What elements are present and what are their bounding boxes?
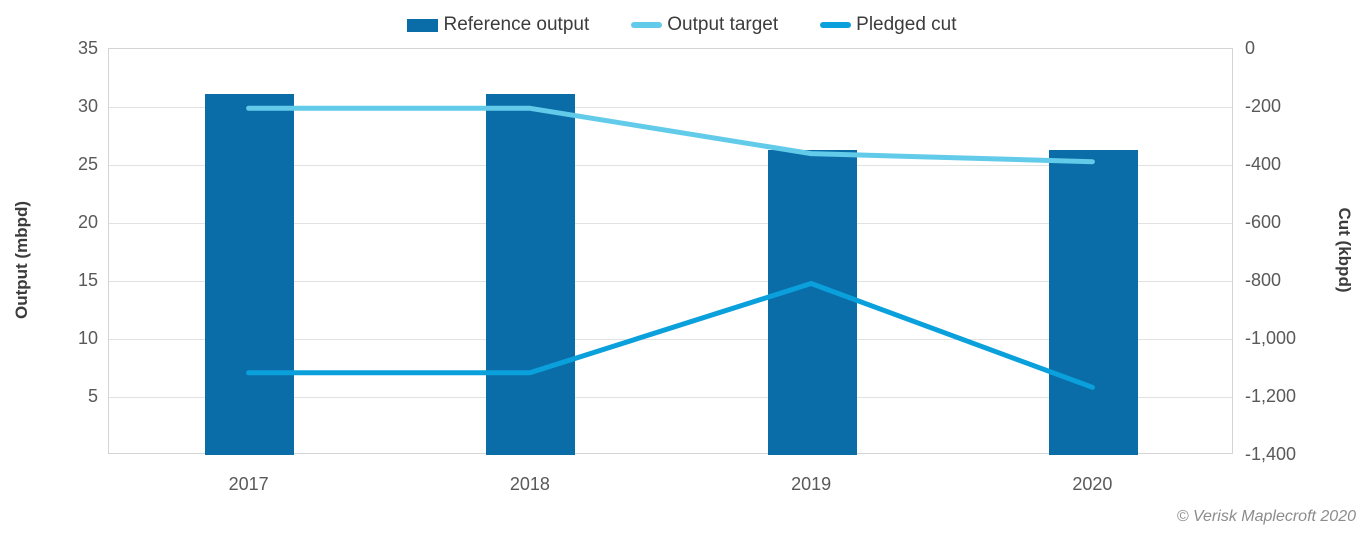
x-axis-label-2018: 2018 xyxy=(509,474,550,494)
bar-2020 xyxy=(1048,149,1138,455)
right-axis-tick-label: -400 xyxy=(1245,154,1282,174)
legend-label: Output target xyxy=(667,14,779,35)
right-axis-tick-label: -600 xyxy=(1245,212,1282,232)
left-axis-title: Output (mbpd) xyxy=(12,200,31,320)
legend-item-pledged-cut[interactable]: Pledged cut xyxy=(820,14,957,36)
pledged-cut-line-swatch-icon xyxy=(820,22,852,28)
left-axis-tick-label: 20 xyxy=(77,212,98,232)
legend-label: Reference output xyxy=(443,14,590,35)
output-target-line-swatch-icon xyxy=(631,22,663,28)
gridline xyxy=(109,165,1232,166)
right-axis-tick-label: -1,400 xyxy=(1245,444,1297,464)
x-axis-label-2017: 2017 xyxy=(228,474,269,494)
legend-item-reference-output[interactable]: Reference output xyxy=(407,14,589,36)
x-axis-label-2019: 2019 xyxy=(791,474,832,494)
bar-2018 xyxy=(486,94,576,455)
right-axis-tick-label: -200 xyxy=(1245,96,1282,116)
left-axis-tick-label: 5 xyxy=(87,386,98,406)
right-axis-tick-label: -1,000 xyxy=(1245,328,1297,348)
x-axis-label-2020: 2020 xyxy=(1072,474,1113,494)
left-axis-tick-label: 10 xyxy=(77,328,98,348)
reference-output-bar-swatch-icon xyxy=(407,18,439,32)
copyright-text: © Verisk Maplecroft 2020 xyxy=(1176,508,1356,525)
plot-area xyxy=(108,48,1233,455)
right-axis-title: Cut (kbpd) xyxy=(1335,207,1354,293)
chart-legend: Reference output Output target Pledged c… xyxy=(0,14,1364,36)
bar-2019 xyxy=(767,149,857,455)
legend-label: Pledged cut xyxy=(856,14,957,35)
gridline xyxy=(109,223,1232,224)
bar-2017 xyxy=(205,94,295,455)
gridline xyxy=(109,397,1232,398)
legend-item-output-target[interactable]: Output target xyxy=(631,14,778,36)
left-axis-tick-label: 25 xyxy=(77,154,98,174)
left-axis-tick-label: 15 xyxy=(77,270,98,290)
right-axis-tick-label: 0 xyxy=(1245,38,1256,58)
left-axis-tick-label: 35 xyxy=(77,38,98,58)
right-axis-tick-label: -800 xyxy=(1245,270,1282,290)
left-axis-tick-label: 30 xyxy=(77,96,98,116)
right-axis-tick-label: -1,200 xyxy=(1245,386,1297,406)
